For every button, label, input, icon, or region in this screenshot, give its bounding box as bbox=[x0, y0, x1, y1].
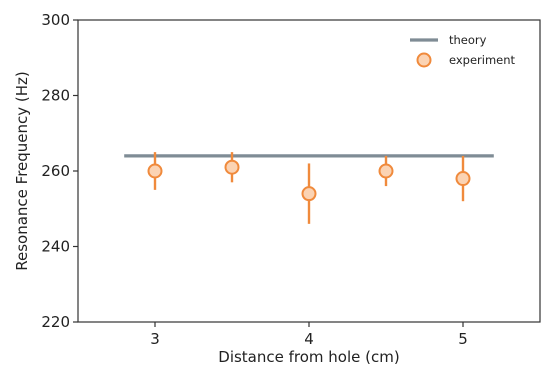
experiment-point bbox=[224, 159, 240, 175]
experiment-point bbox=[455, 171, 471, 187]
x-axis-label: Distance from hole (cm) bbox=[218, 348, 399, 366]
y-tick-label: 240 bbox=[41, 238, 70, 256]
legend-experiment-label: experiment bbox=[449, 53, 516, 67]
legend-experiment-swatch bbox=[416, 52, 432, 68]
y-tick-label: 220 bbox=[41, 313, 70, 331]
experiment-point bbox=[147, 163, 163, 179]
experiment-series bbox=[147, 152, 471, 224]
legend-theory-label: theory bbox=[449, 33, 487, 47]
y-tick-label: 280 bbox=[41, 87, 70, 105]
x-tick-label: 3 bbox=[150, 330, 160, 348]
experiment-point bbox=[378, 163, 394, 179]
y-axis-ticks: 220 240 260 280 300 bbox=[41, 11, 78, 331]
x-axis-ticks: 3 4 5 bbox=[150, 322, 468, 348]
legend: theory experiment bbox=[410, 33, 516, 68]
x-tick-label: 4 bbox=[304, 330, 314, 348]
y-axis-label: Resonance Frequency (Hz) bbox=[13, 71, 31, 271]
experiment-point bbox=[301, 186, 317, 202]
x-tick-label: 5 bbox=[458, 330, 468, 348]
y-tick-label: 300 bbox=[41, 11, 70, 29]
plot-area-frame bbox=[77, 19, 541, 323]
y-tick-label: 260 bbox=[41, 162, 70, 180]
